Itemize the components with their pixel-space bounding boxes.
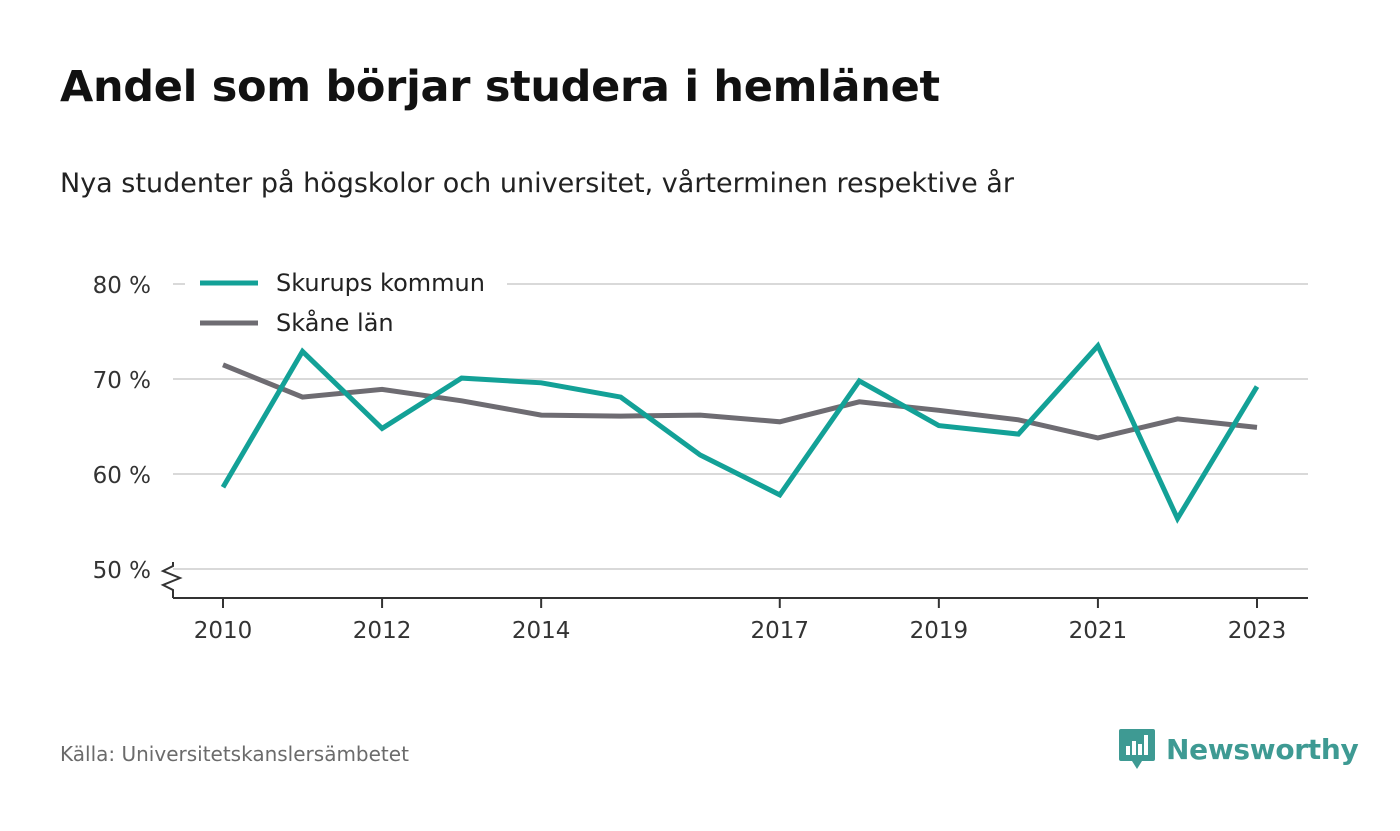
chart-subtitle: Nya studenter på högskolor och universit… (60, 168, 1014, 199)
y-tick-label: 70 % (93, 368, 151, 394)
legend-label-1: Skåne län (276, 308, 394, 337)
x-tick-label: 2021 (1069, 618, 1128, 644)
y-tick-label: 60 % (93, 463, 151, 489)
chart-title: Andel som börjar studera i hemlänet (60, 62, 940, 112)
axis-break-icon (160, 562, 183, 598)
brand-logo: Newsworthy (1118, 727, 1359, 771)
series-line-0 (220, 341, 1260, 524)
x-tick-label: 2012 (353, 618, 412, 644)
x-tick-label: 2017 (750, 618, 809, 644)
legend-label-0: Skurups kommun (276, 269, 485, 297)
x-tick-label: 2014 (512, 618, 571, 644)
x-tick-label: 2019 (910, 618, 969, 644)
source-note: Källa: Universitetskanslersämbetet (60, 742, 409, 766)
series-line-1 (222, 362, 1258, 441)
series-lines (220, 341, 1260, 524)
x-tick-label: 2010 (194, 618, 253, 644)
chart-speech-bubble-icon (1119, 729, 1155, 769)
x-tick-label: 2023 (1228, 618, 1287, 644)
line-chart: 50 % 60 % 70 % 80 % 2010 2012 2014 2017 2019 2021… (92, 258, 1308, 644)
y-tick-label: 80 % (93, 273, 151, 299)
brand-name: Newsworthy (1166, 732, 1359, 766)
legend: Skurups kommun Skåne län (185, 258, 507, 338)
axes: 50 % 60 % 70 % 80 % 2010 2012 2014 2017 2019 2021… (93, 273, 1308, 644)
y-tick-label: 50 % (93, 558, 151, 584)
